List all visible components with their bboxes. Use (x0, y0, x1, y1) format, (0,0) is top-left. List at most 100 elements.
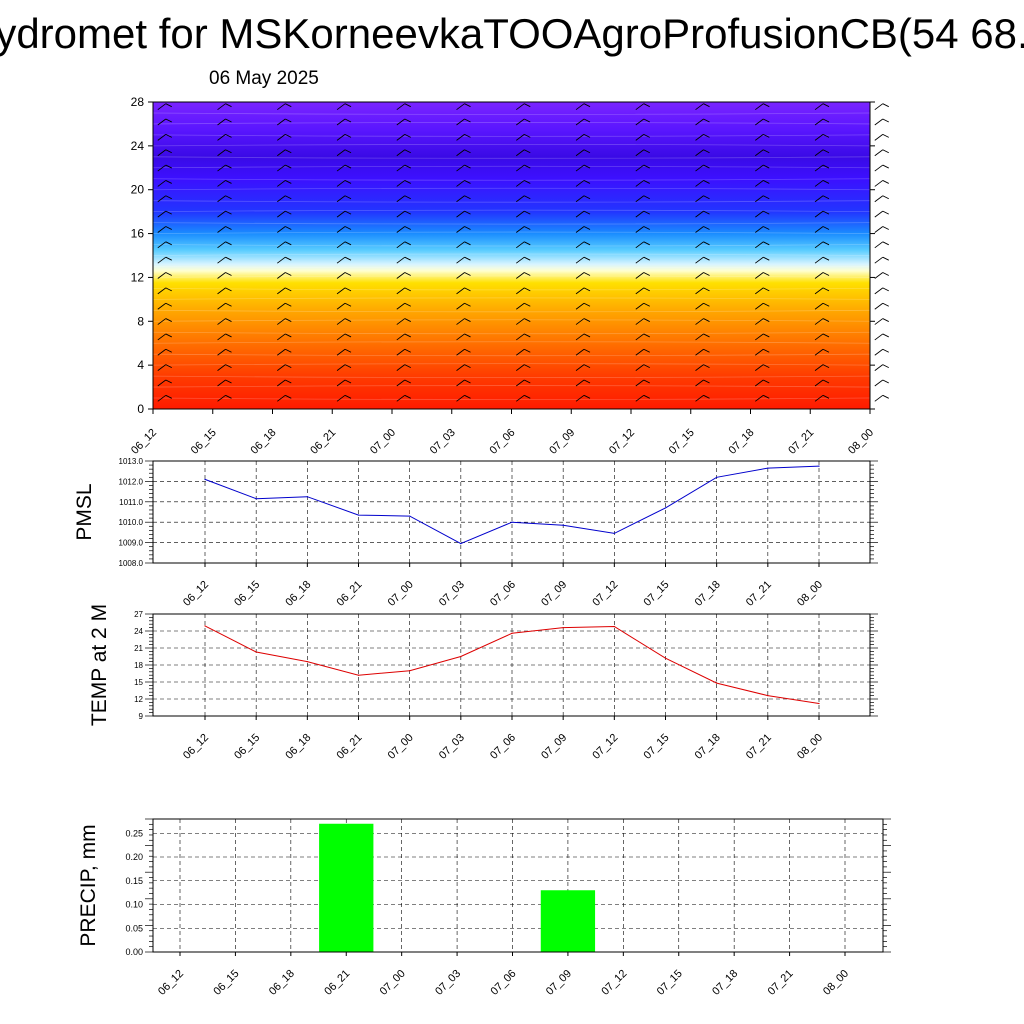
x-tick-label: 07_09 (539, 732, 569, 762)
x-tick-label: 06_21 (335, 732, 365, 762)
wind-barb (635, 287, 650, 295)
x-tick-label: 08_00 (795, 579, 825, 609)
pmsl-point (716, 476, 718, 478)
wind-barb (516, 272, 531, 279)
wind-barb (755, 394, 770, 402)
wind-barb (695, 318, 710, 325)
wind-barb (516, 348, 531, 356)
x-tick-label: 08_00 (846, 427, 876, 457)
wind-barb (755, 103, 770, 111)
wind-barb (157, 364, 172, 371)
contour-line (152, 244, 871, 247)
wind-barb (157, 180, 172, 187)
wind-barb (695, 272, 710, 279)
wind-barb (874, 318, 889, 325)
wind-barb (755, 287, 770, 295)
x-tick-label: 07_15 (642, 732, 672, 762)
wind-barb (217, 210, 232, 218)
x-tick-label: 07_00 (368, 427, 398, 457)
wind-barb (336, 149, 352, 157)
wind-barb (157, 348, 172, 356)
wind-barb (396, 302, 411, 310)
wind-barb (157, 195, 172, 203)
contour-line (152, 222, 871, 225)
wind-barb (575, 318, 591, 325)
wind-barb (874, 210, 889, 218)
wind-barb (336, 164, 352, 172)
wind-barb (814, 103, 830, 111)
x-tick-label: 06_18 (283, 732, 313, 762)
x-tick-label: 06_15 (189, 427, 219, 457)
x-tick-label: 06_21 (308, 427, 338, 457)
wind-barb (336, 302, 352, 310)
wind-barb (635, 210, 650, 218)
wind-barb (695, 164, 710, 172)
wind-barb (217, 118, 232, 126)
wind-barb (336, 118, 352, 126)
y-tick-label: 20 (131, 183, 145, 197)
contour-line (152, 112, 871, 115)
wind-barb (814, 195, 830, 203)
wind-barb (695, 226, 710, 233)
wind-barb (814, 348, 830, 356)
wind-barb (456, 287, 471, 295)
wind-barb (456, 210, 471, 218)
wind-barb (336, 256, 352, 264)
wind-barb (814, 118, 830, 126)
wind-barb (396, 394, 411, 402)
wind-barb (874, 364, 889, 371)
pmsl-point (767, 467, 769, 469)
x-tick-label: 06_15 (232, 732, 262, 762)
y-tick-label: 15 (134, 678, 143, 687)
wind-barb (217, 394, 232, 402)
temp-2m-point (357, 674, 360, 676)
contour-line (152, 341, 871, 344)
x-tick-label: 06_18 (267, 968, 297, 998)
y-tick-label: 1010.0 (119, 518, 144, 527)
wind-barb (277, 394, 292, 402)
wind-barb (277, 133, 292, 141)
wind-barb (456, 118, 471, 126)
wind-barb (277, 195, 292, 203)
wind-barb (336, 241, 352, 249)
wind-barb (814, 272, 830, 279)
wind-barb (575, 333, 591, 341)
wind-barb (635, 333, 650, 341)
wind-barb (456, 348, 471, 356)
wind-barb (695, 256, 710, 264)
wind-barb (575, 241, 591, 249)
wind-barb (755, 333, 770, 341)
wind-barb (456, 226, 471, 233)
wind-barb (755, 210, 770, 218)
x-tick-label: 06_18 (249, 427, 279, 457)
wind-barb (695, 133, 710, 141)
wind-barb (635, 241, 650, 249)
temp-2m-point (818, 702, 820, 705)
wind-barb (575, 256, 591, 264)
wind-barb (874, 394, 889, 402)
wind-barb (635, 379, 650, 387)
x-tick-label: 06_15 (211, 968, 241, 998)
wind-barb (755, 302, 770, 310)
wind-barb (157, 287, 172, 295)
y-tick-label: 27 (134, 610, 143, 619)
contour-line (152, 253, 871, 256)
contour-line (152, 363, 871, 366)
wind-barb (695, 195, 710, 203)
pmsl-point (613, 532, 615, 535)
wind-barb (516, 226, 531, 233)
y-tick-label: 21 (134, 644, 143, 653)
wind-barb (516, 180, 531, 187)
wind-barb (456, 164, 471, 172)
contour-line (152, 266, 871, 269)
wind-barb (217, 133, 232, 141)
wind-barb (874, 272, 889, 279)
wind-barb (695, 348, 710, 356)
wind-barb (635, 272, 650, 279)
wind-barb (456, 364, 471, 371)
wind-barb (277, 149, 292, 157)
wind-barb (755, 318, 770, 325)
temp-2m-point (409, 670, 411, 672)
x-tick-label: 06_18 (283, 579, 313, 609)
contour-line (152, 353, 871, 357)
